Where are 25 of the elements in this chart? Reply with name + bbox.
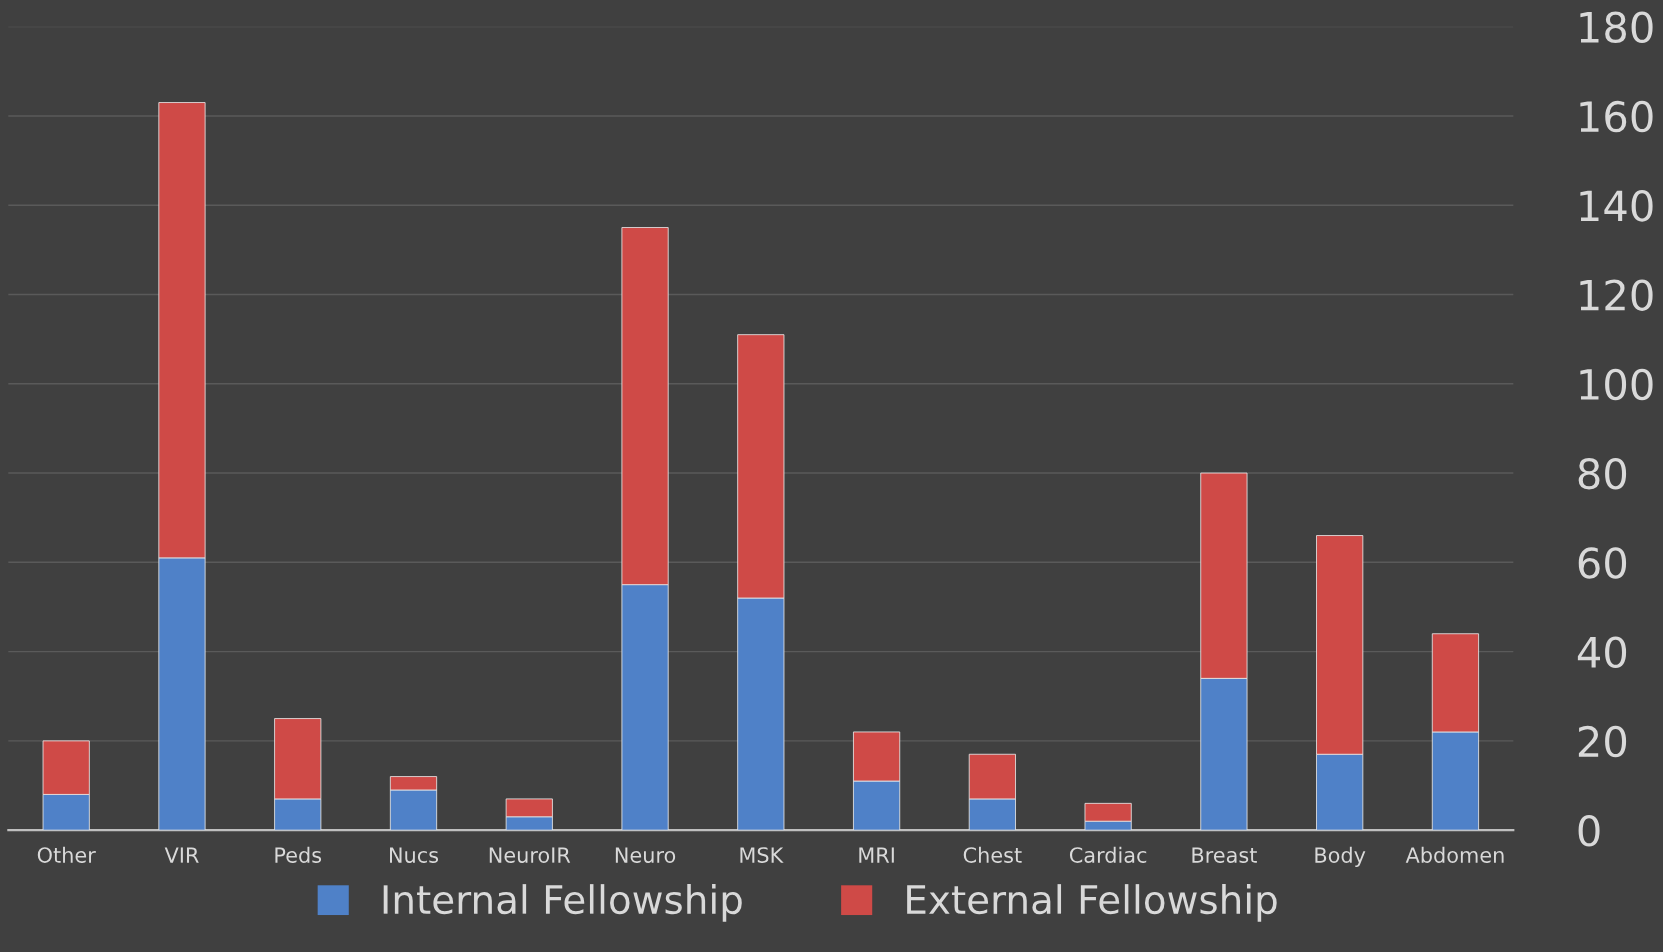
x-tick-label: Other <box>37 846 96 863</box>
x-tick-label: Cardiac <box>1069 846 1147 863</box>
y-tick-label: 20 <box>1578 725 1627 758</box>
x-tick-label: VIR <box>164 847 199 863</box>
x-tick-label: NeuroIR <box>489 847 571 863</box>
legend-label: Internal Fellowship <box>383 884 742 922</box>
legend-label: External Fellowship <box>907 884 1277 922</box>
y-tick-label: 100 <box>1580 368 1653 401</box>
y-tick-label: 80 <box>1578 457 1627 490</box>
x-tick-label: Abdomen <box>1405 846 1504 863</box>
x-tick-label: Nucs <box>390 847 439 863</box>
y-tick-label: 0 <box>1578 815 1600 847</box>
y-tick-label: 160 <box>1580 100 1653 133</box>
x-tick-label: MRI <box>859 847 894 863</box>
y-tick-label: 60 <box>1578 547 1627 579</box>
y-tick-label: 180 <box>1580 11 1653 44</box>
y-tick-label: 40 <box>1577 636 1627 669</box>
y-tick-label: 140 <box>1580 190 1653 222</box>
x-tick-label: Breast <box>1192 847 1257 863</box>
x-tick-label: Peds <box>275 846 322 863</box>
x-tick-label: Body <box>1315 846 1366 867</box>
x-tick-label: Neuro <box>615 847 676 863</box>
x-tick-label: Chest <box>963 846 1022 863</box>
x-tick-label: MSK <box>740 847 784 863</box>
y-tick-label: 120 <box>1580 279 1653 311</box>
